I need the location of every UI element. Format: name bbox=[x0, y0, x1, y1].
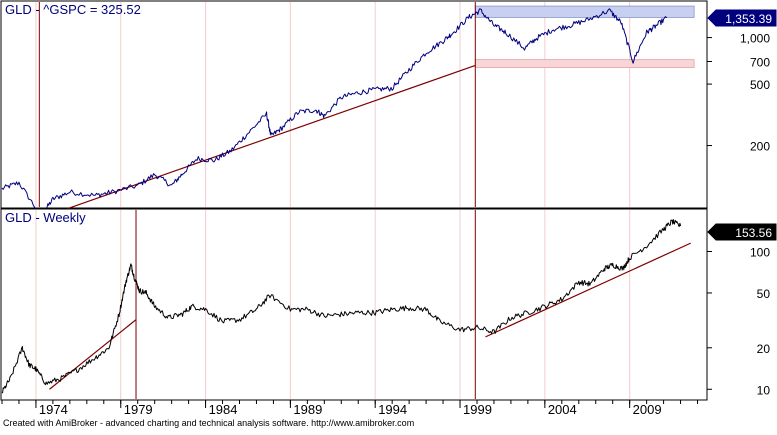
y-tick-label: 10 bbox=[757, 383, 771, 397]
y-tick-label: 1,000 bbox=[740, 32, 770, 46]
x-tick-label: 1984 bbox=[209, 402, 238, 417]
last-value-marker bbox=[707, 223, 777, 241]
last-value-label: 1,353.39 bbox=[725, 12, 772, 26]
x-tick-label: 2004 bbox=[548, 402, 577, 417]
top-y-axis: 200 500 700 1,000 1,353.39 bbox=[707, 9, 777, 154]
shaded-band bbox=[474, 5, 695, 18]
shaded-band bbox=[474, 59, 695, 68]
x-axis: 1974 1979 1984 1989 1994 1999 2004 2009 bbox=[1, 399, 707, 417]
y-tick-label: 700 bbox=[750, 56, 770, 70]
y-tick-label: 50 bbox=[757, 287, 771, 301]
y-tick-label: 500 bbox=[750, 78, 770, 92]
bottom-y-axis: 10 20 50 100 153.56 bbox=[707, 223, 777, 397]
y-tick-label: 20 bbox=[757, 342, 771, 356]
series-line-gspc-ratio bbox=[1, 8, 668, 217]
trendline bbox=[40, 64, 476, 219]
x-tick-label: 2009 bbox=[633, 402, 662, 417]
y-tick-label: 100 bbox=[750, 245, 770, 259]
bottom-pane-title: GLD - Weekly bbox=[5, 210, 86, 225]
trendline bbox=[49, 319, 137, 390]
series-line-gld-weekly bbox=[1, 219, 682, 394]
x-tick-label: 1999 bbox=[463, 402, 492, 417]
top-price-pane: GLD - ^GSPC = 325.52 bbox=[0, 0, 708, 219]
x-tick-label: 1974 bbox=[39, 402, 68, 417]
y-tick-label: 200 bbox=[750, 140, 770, 154]
bottom-price-pane: GLD - Weekly bbox=[0, 208, 708, 401]
x-tick-label: 1994 bbox=[378, 402, 407, 417]
last-value-label: 153.56 bbox=[735, 226, 772, 240]
last-value-marker bbox=[707, 9, 777, 27]
x-tick-label: 1979 bbox=[124, 402, 153, 417]
x-tick-label: 1989 bbox=[293, 402, 322, 417]
top-pane-title: GLD - ^GSPC = 325.52 bbox=[5, 2, 141, 17]
footer-credit: Created with AmiBroker - advanced charti… bbox=[3, 418, 414, 428]
trendline bbox=[485, 242, 691, 338]
